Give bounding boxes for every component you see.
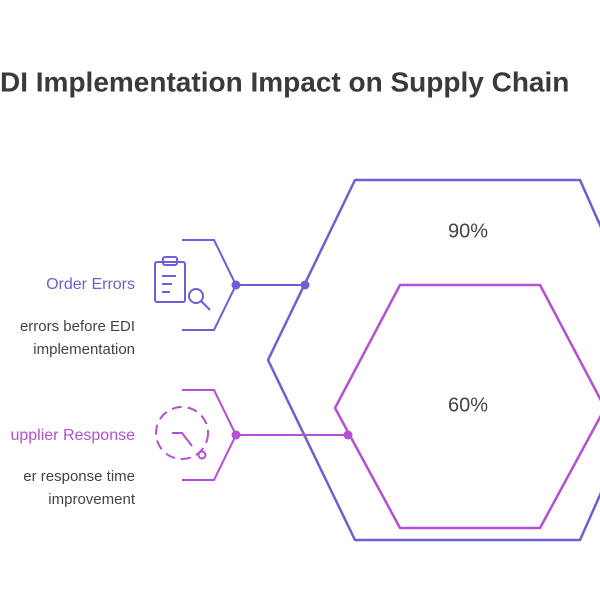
icon-bracket xyxy=(182,239,238,331)
item-label: Order Errors xyxy=(46,276,135,293)
connector-dot xyxy=(231,280,241,290)
connector-dot xyxy=(300,280,310,290)
outer-hexagon xyxy=(266,178,600,542)
clock-icon xyxy=(155,406,209,460)
item-description: er response time xyxy=(23,468,135,485)
title: DI Implementation Impact on Supply Chain xyxy=(0,66,569,97)
item-description: errors before EDI xyxy=(20,318,135,335)
clipboard-icon xyxy=(154,256,211,311)
item-description: improvement xyxy=(48,491,136,508)
value-label: 60% xyxy=(448,394,488,416)
item-label: upplier Response xyxy=(10,427,135,444)
connector-dot xyxy=(231,430,241,440)
item-description: implementation xyxy=(33,341,135,358)
inner-hexagon xyxy=(333,283,600,530)
value-label: 90% xyxy=(448,220,488,242)
icon-bracket xyxy=(182,389,238,481)
connector-dot xyxy=(343,430,353,440)
